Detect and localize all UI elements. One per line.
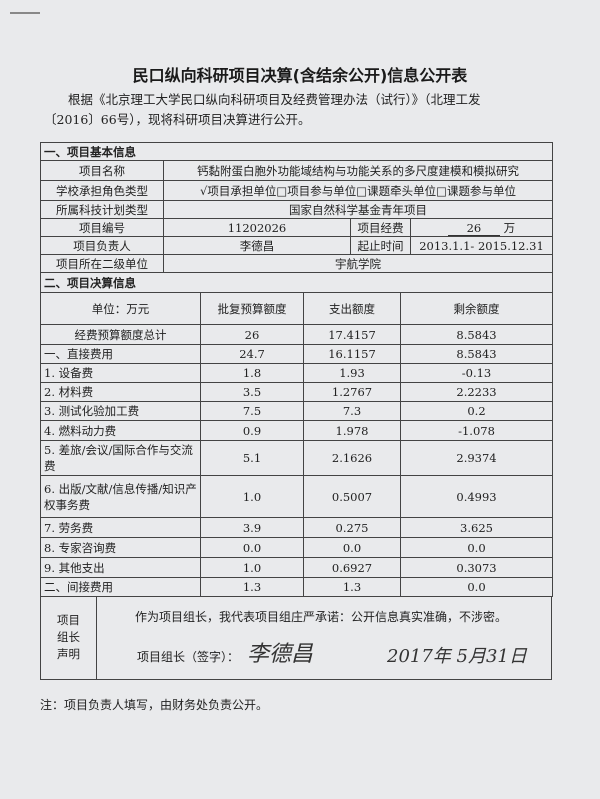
declaration-block: 项目组长声明 作为项目组长，我代表项目组庄严承诺：公开信息真实准确，不涉密。 项… [40,596,552,680]
spent-amount: 1.3 [303,577,401,597]
budget-row: 7. 劳务费 3.9 0.275 3.625 [40,517,553,538]
staple-mark [10,12,40,14]
approved-amount: 5.1 [200,440,304,476]
remaining-amount: 0.4993 [400,475,553,518]
item-label: 3. 测试化验加工费 [40,401,201,421]
item-label: 8. 专家咨询费 [40,537,201,558]
basic-info-table: 一、项目基本信息 项目名称 钙黏附蛋白胞外功能域结构与功能关系的多尺度建模和模拟研… [40,142,553,273]
section-budget-header: 二、项目决算信息 [40,272,553,293]
period-label: 起止时间 [350,236,411,255]
budget-row: 一、直接费用 24.7 16.1157 8.5843 [40,344,553,364]
header-spent: 支出额度 [303,292,401,325]
approved-amount: 3.9 [200,517,304,538]
budget-row: 6. 出版/文献/信息传播/知识产权事务费 1.0 0.5007 0.4993 [40,475,553,518]
fund-cell: 26 万 [410,218,553,237]
spent-amount: 1.93 [303,363,401,383]
plan-type: 国家自然科学基金青年项目 [163,200,553,219]
leader-label: 项目负责人 [40,236,164,255]
remaining-amount: 2.2233 [400,382,553,402]
remaining-amount: 8.5843 [400,344,553,364]
item-label: 4. 燃料动力费 [40,420,201,441]
spent-amount: 2.1626 [303,440,401,476]
item-label: 经费预算额度总计 [40,324,201,345]
spent-amount: 16.1157 [303,344,401,364]
spent-amount: 7.3 [303,401,401,421]
budget-row: 3. 测试化验加工费 7.5 7.3 0.2 [40,401,553,421]
budget-row: 4. 燃料动力费 0.9 1.978 -1.078 [40,420,553,441]
approved-amount: 1.0 [200,557,304,578]
header-approved: 批复预算额度 [200,292,304,325]
approved-amount: 1.3 [200,577,304,597]
item-label: 1. 设备费 [40,363,201,383]
remaining-amount: -0.13 [400,363,553,383]
spent-amount: 0.275 [303,517,401,538]
item-label: 6. 出版/文献/信息传播/知识产权事务费 [40,475,201,518]
spent-amount: 0.0 [303,537,401,558]
budget-row: 9. 其他支出 1.0 0.6927 0.3073 [40,557,553,578]
remaining-amount: 3.625 [400,517,553,538]
header-unit: 单位：万元 [40,292,201,325]
remaining-amount: 8.5843 [400,324,553,345]
remaining-amount: 2.9374 [400,440,553,476]
approved-amount: 7.5 [200,401,304,421]
footnote: 注：项目负责人填写，由财务处负责公开。 [40,698,269,712]
remaining-amount: 0.0 [400,537,553,558]
handwritten-date: 2017年 5月31日 [387,646,527,667]
item-label: 一、直接费用 [40,344,201,364]
budget-row: 8. 专家咨询费 0.0 0.0 0.0 [40,537,553,558]
page-title: 民口纵向科研项目决算(含结余公开)信息公开表 [132,66,468,85]
remaining-amount: 0.0 [400,577,553,597]
budget-row: 5. 差旅/会议/国际合作与交流费 5.1 2.1626 2.9374 [40,440,553,476]
spent-amount: 1.978 [303,420,401,441]
project-name: 钙黏附蛋白胞外功能域结构与功能关系的多尺度建模和模拟研究 [163,160,553,181]
approved-amount: 0.0 [200,537,304,558]
intro-paragraph: 根据《北京理工大学民口纵向科研项目及经费管理办法（试行）》（北理工发〔2016〕… [44,92,481,127]
approved-amount: 0.9 [200,420,304,441]
item-label: 5. 差旅/会议/国际合作与交流费 [40,440,201,476]
approved-amount: 3.5 [200,382,304,402]
remaining-amount: 0.3073 [400,557,553,578]
item-label: 7. 劳务费 [40,517,201,538]
approved-amount: 1.8 [200,363,304,383]
spent-amount: 0.6927 [303,557,401,578]
item-label: 9. 其他支出 [40,557,201,578]
budget-row: 经费预算额度总计 26 17.4157 8.5843 [40,324,553,345]
handwritten-signature: 李德昌 [247,642,314,667]
spent-amount: 1.2767 [303,382,401,402]
role-type: √项目承担单位□项目参与单位□课题牵头单位□课题参与单位 [163,180,553,201]
approved-amount: 24.7 [200,344,304,364]
budget-row: 二、间接费用 1.3 1.3 0.0 [40,577,553,597]
plan-label: 所属科技计划类型 [40,200,164,219]
fund-value: 26 [447,221,500,236]
budget-row: 2. 材料费 3.5 1.2767 2.2233 [40,382,553,402]
unit-label: 项目所在二级单位 [40,254,164,273]
fund-label: 项目经费 [350,218,411,237]
item-label: 二、间接费用 [40,577,201,597]
sign-label: 项目组长（签字）： [137,650,240,664]
remaining-amount: -1.078 [400,420,553,441]
id-label: 项目编号 [40,218,164,237]
approved-amount: 1.0 [200,475,304,518]
declaration-label: 项目组长声明 [41,596,97,679]
header-remaining: 剩余额度 [400,292,553,325]
name-label: 项目名称 [40,160,164,181]
project-id: 11202026 [163,218,351,237]
budget-row: 1. 设备费 1.8 1.93 -0.13 [40,363,553,383]
role-label: 学校承担角色类型 [40,180,164,201]
unit: 宇航学院 [163,254,553,273]
leader: 李德昌 [163,236,351,255]
fund-unit: 万 [503,220,516,235]
section-basic-header: 一、项目基本信息 [40,142,553,161]
spent-amount: 0.5007 [303,475,401,518]
remaining-amount: 0.2 [400,401,553,421]
spent-amount: 17.4157 [303,324,401,345]
approved-amount: 26 [200,324,304,345]
declaration-statement: 作为项目组长，我代表项目组庄严承诺：公开信息真实准确，不涉密。 [135,610,508,624]
period: 2013.1.1- 2015.12.31 [410,236,553,255]
item-label: 2. 材料费 [40,382,201,402]
budget-table: 二、项目决算信息 单位：万元 批复预算额度 支出额度 剩余额度 经费预算额度总计… [40,272,553,597]
